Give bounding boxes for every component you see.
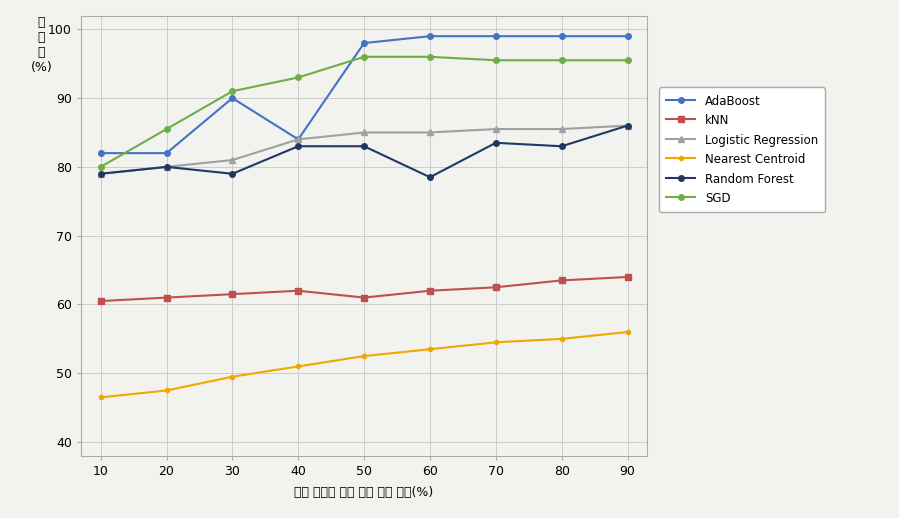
- Line: SGD: SGD: [98, 54, 630, 170]
- Logistic Regression: [227, 157, 237, 163]
- kNN: [359, 295, 369, 301]
- SGD: [622, 57, 633, 63]
- Random Forest: [556, 143, 567, 149]
- Random Forest: [359, 143, 369, 149]
- X-axis label: 초기 학습용 답안 유형 수의 비율(%): 초기 학습용 답안 유형 수의 비율(%): [295, 486, 433, 499]
- Logistic Regression: [424, 130, 435, 136]
- Logistic Regression: [293, 136, 304, 142]
- kNN: [95, 298, 106, 304]
- Random Forest: [227, 170, 237, 177]
- Random Forest: [491, 140, 502, 146]
- kNN: [227, 291, 237, 297]
- AdaBoost: [491, 33, 502, 39]
- SGD: [359, 54, 369, 60]
- Random Forest: [424, 174, 435, 180]
- Logistic Regression: [95, 170, 106, 177]
- Nearest Centroid: [491, 339, 502, 346]
- Line: Logistic Regression: Logistic Regression: [98, 123, 630, 177]
- kNN: [293, 287, 304, 294]
- SGD: [227, 88, 237, 94]
- kNN: [424, 287, 435, 294]
- Logistic Regression: [161, 164, 172, 170]
- Random Forest: [622, 123, 633, 129]
- Nearest Centroid: [95, 394, 106, 400]
- AdaBoost: [359, 40, 369, 46]
- Nearest Centroid: [161, 387, 172, 394]
- Legend: AdaBoost, kNN, Logistic Regression, Nearest Centroid, Random Forest, SGD: AdaBoost, kNN, Logistic Regression, Near…: [659, 88, 825, 212]
- Nearest Centroid: [293, 363, 304, 369]
- Random Forest: [293, 143, 304, 149]
- Logistic Regression: [491, 126, 502, 132]
- kNN: [161, 295, 172, 301]
- AdaBoost: [424, 33, 435, 39]
- kNN: [491, 284, 502, 291]
- SGD: [95, 164, 106, 170]
- Line: AdaBoost: AdaBoost: [98, 33, 630, 156]
- Y-axis label: 정
확
률
(%): 정 확 률 (%): [31, 16, 52, 74]
- Random Forest: [95, 170, 106, 177]
- AdaBoost: [227, 95, 237, 101]
- Nearest Centroid: [227, 373, 237, 380]
- Random Forest: [161, 164, 172, 170]
- SGD: [491, 57, 502, 63]
- SGD: [424, 54, 435, 60]
- Nearest Centroid: [424, 346, 435, 352]
- Line: Nearest Centroid: Nearest Centroid: [99, 330, 629, 399]
- AdaBoost: [293, 136, 304, 142]
- Nearest Centroid: [622, 329, 633, 335]
- Nearest Centroid: [556, 336, 567, 342]
- Logistic Regression: [556, 126, 567, 132]
- AdaBoost: [95, 150, 106, 156]
- AdaBoost: [556, 33, 567, 39]
- Nearest Centroid: [359, 353, 369, 359]
- SGD: [556, 57, 567, 63]
- AdaBoost: [161, 150, 172, 156]
- SGD: [161, 126, 172, 132]
- Line: kNN: kNN: [98, 274, 630, 304]
- AdaBoost: [622, 33, 633, 39]
- Logistic Regression: [359, 130, 369, 136]
- kNN: [556, 277, 567, 283]
- SGD: [293, 75, 304, 81]
- Logistic Regression: [622, 123, 633, 129]
- kNN: [622, 274, 633, 280]
- Line: Random Forest: Random Forest: [98, 123, 630, 180]
